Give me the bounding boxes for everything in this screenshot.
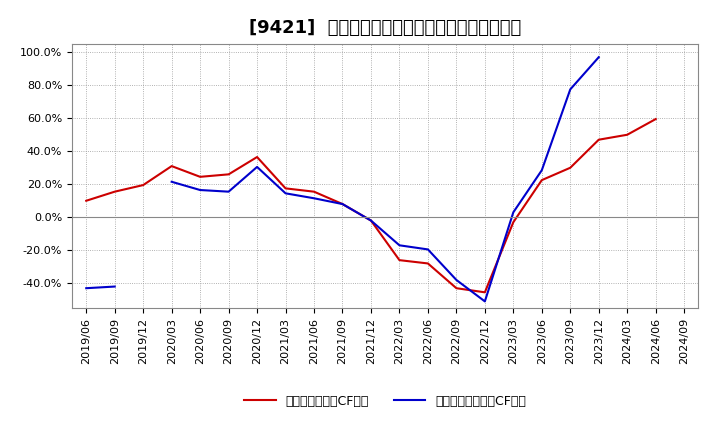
有利子負債営業CF比率	[338, 202, 347, 207]
Legend: 有利子負債営業CF比率, 有利子負債フリーCF比率: 有利子負債営業CF比率, 有利子負債フリーCF比率	[239, 390, 531, 413]
有利子負債営業CF比率	[225, 172, 233, 177]
有利子負債フリーCF比率	[82, 286, 91, 291]
有利子負債営業CF比率	[623, 132, 631, 137]
有利子負債営業CF比率	[110, 189, 119, 194]
有利子負債営業CF比率	[82, 198, 91, 203]
有利子負債フリーCF比率	[110, 284, 119, 289]
Line: 有利子負債フリーCF比率: 有利子負債フリーCF比率	[86, 286, 114, 288]
有利子負債営業CF比率	[509, 220, 518, 225]
有利子負債営業CF比率	[566, 165, 575, 170]
有利子負債営業CF比率	[395, 257, 404, 263]
有利子負債営業CF比率	[480, 290, 489, 295]
有利子負債営業CF比率	[366, 218, 375, 223]
有利子負債営業CF比率	[139, 183, 148, 188]
Title: [9421]  有利子負債キャッシュフロー比率の推移: [9421] 有利子負債キャッシュフロー比率の推移	[249, 19, 521, 37]
有利子負債営業CF比率	[253, 154, 261, 160]
有利子負債営業CF比率	[537, 177, 546, 183]
有利子負債営業CF比率	[452, 286, 461, 291]
有利子負債営業CF比率	[310, 189, 318, 194]
有利子負債営業CF比率	[196, 174, 204, 180]
有利子負債営業CF比率	[167, 164, 176, 169]
有利子負債営業CF比率	[282, 186, 290, 191]
有利子負債営業CF比率	[423, 261, 432, 266]
Line: 有利子負債営業CF比率: 有利子負債営業CF比率	[86, 119, 656, 292]
有利子負債営業CF比率	[595, 137, 603, 143]
有利子負債営業CF比率	[652, 117, 660, 122]
